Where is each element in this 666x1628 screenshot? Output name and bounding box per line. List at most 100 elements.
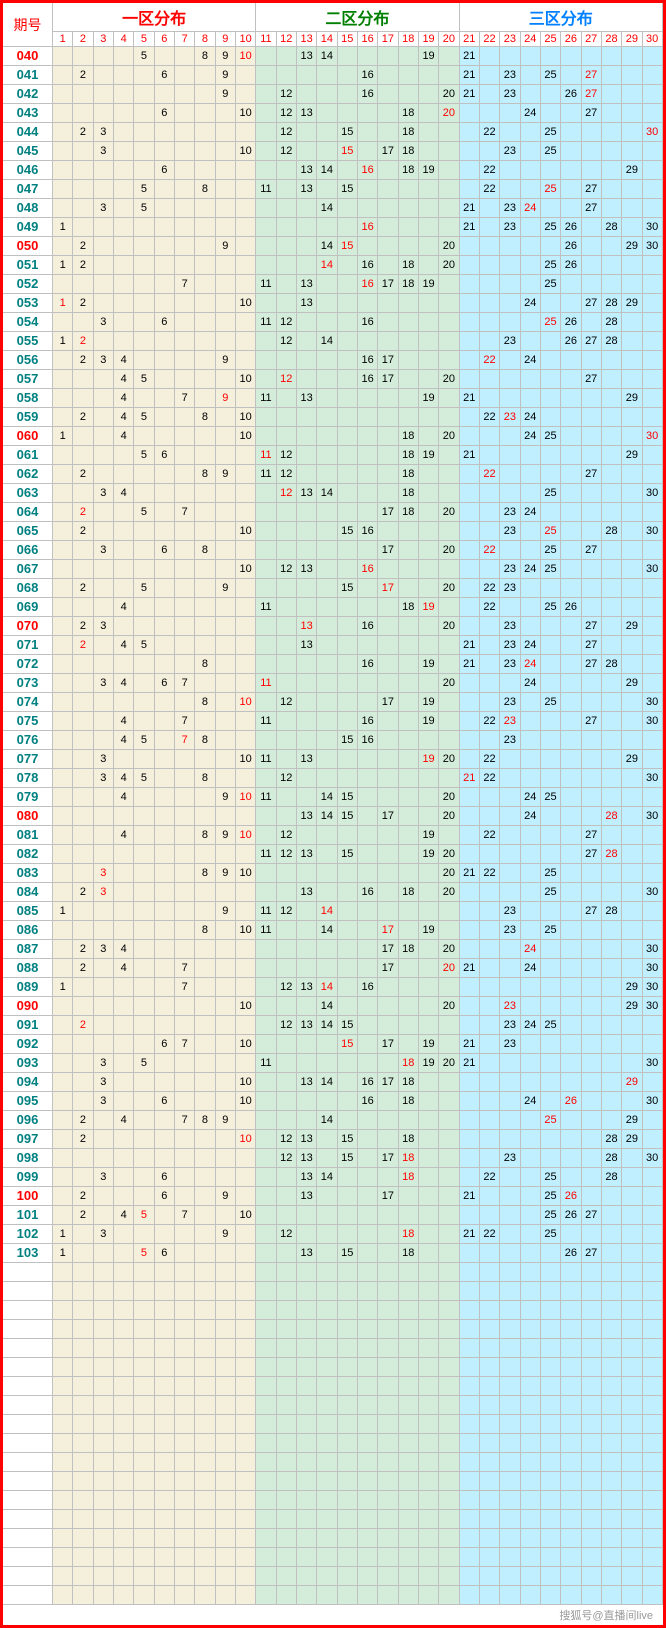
cell: 24 (521, 655, 541, 674)
cell (439, 408, 459, 427)
cell (114, 294, 134, 313)
empty-cell (338, 1567, 358, 1586)
empty-cell (94, 1415, 114, 1434)
cell (236, 313, 256, 332)
empty-cell (277, 1358, 297, 1377)
empty-cell (582, 1434, 602, 1453)
cell (582, 1016, 602, 1035)
cell (155, 1225, 175, 1244)
empty-cell (561, 1339, 581, 1358)
empty-cell (541, 1529, 561, 1548)
cell (216, 104, 236, 123)
cell (419, 522, 439, 541)
empty-cell (236, 1529, 256, 1548)
cell (155, 142, 175, 161)
empty-cell (460, 1301, 480, 1320)
cell (419, 313, 439, 332)
cell: 14 (317, 1168, 337, 1187)
cell (134, 1130, 154, 1149)
empty-cell (399, 1453, 419, 1472)
empty-cell (399, 1358, 419, 1377)
cell (419, 408, 439, 427)
cell (338, 1206, 358, 1225)
cell: 26 (561, 1187, 581, 1206)
cell: 5 (134, 47, 154, 66)
cell (561, 750, 581, 769)
col-num-28: 28 (602, 32, 622, 47)
cell: 14 (317, 199, 337, 218)
empty-cell (439, 1453, 459, 1472)
cell (541, 332, 561, 351)
empty-cell (216, 1320, 236, 1339)
cell: 20 (439, 864, 459, 883)
empty-cell (175, 1339, 195, 1358)
cell (73, 693, 93, 712)
cell (155, 750, 175, 769)
cell: 12 (277, 142, 297, 161)
cell (236, 237, 256, 256)
issue-065: 065 (3, 522, 53, 541)
cell (460, 750, 480, 769)
empty-cell (338, 1377, 358, 1396)
cell (73, 1149, 93, 1168)
cell (643, 617, 663, 636)
empty-cell (297, 1396, 317, 1415)
cell (643, 1073, 663, 1092)
empty-cell (114, 1453, 134, 1472)
empty-cell (73, 1510, 93, 1529)
cell (175, 484, 195, 503)
empty-cell (460, 1548, 480, 1567)
cell: 2 (73, 522, 93, 541)
cell (378, 427, 398, 446)
empty-cell (134, 1301, 154, 1320)
cell (419, 807, 439, 826)
cell: 27 (582, 332, 602, 351)
cell (460, 313, 480, 332)
cell (236, 1244, 256, 1263)
empty-cell (561, 1434, 581, 1453)
empty-cell (195, 1301, 215, 1320)
empty-cell (419, 1567, 439, 1586)
cell (256, 1206, 276, 1225)
cell (277, 864, 297, 883)
cell (53, 370, 73, 389)
empty-cell (419, 1548, 439, 1567)
cell (378, 123, 398, 142)
cell (561, 1149, 581, 1168)
empty-cell (236, 1472, 256, 1491)
cell (480, 1016, 500, 1035)
cell (114, 1092, 134, 1111)
cell (561, 180, 581, 199)
empty-cell (378, 1263, 398, 1282)
cell (500, 1130, 520, 1149)
empty-cell (622, 1339, 642, 1358)
cell (358, 959, 378, 978)
col-num-23: 23 (500, 32, 520, 47)
cell (317, 313, 337, 332)
cell (155, 1073, 175, 1092)
col-num-10: 10 (236, 32, 256, 47)
cell (155, 503, 175, 522)
empty-cell (521, 1434, 541, 1453)
cell (73, 560, 93, 579)
cell (460, 275, 480, 294)
cell: 9 (216, 237, 236, 256)
cell (602, 1111, 622, 1130)
cell (94, 1130, 114, 1149)
empty-cell (460, 1358, 480, 1377)
cell (460, 503, 480, 522)
empty-cell (134, 1529, 154, 1548)
cell (155, 85, 175, 104)
col-num-27: 27 (582, 32, 602, 47)
cell (73, 978, 93, 997)
cell (53, 560, 73, 579)
cell (358, 142, 378, 161)
cell (195, 997, 215, 1016)
cell (541, 389, 561, 408)
empty-cell (134, 1339, 154, 1358)
cell: 13 (297, 104, 317, 123)
cell (175, 1130, 195, 1149)
cell: 10 (236, 693, 256, 712)
cell (155, 978, 175, 997)
cell (317, 1225, 337, 1244)
